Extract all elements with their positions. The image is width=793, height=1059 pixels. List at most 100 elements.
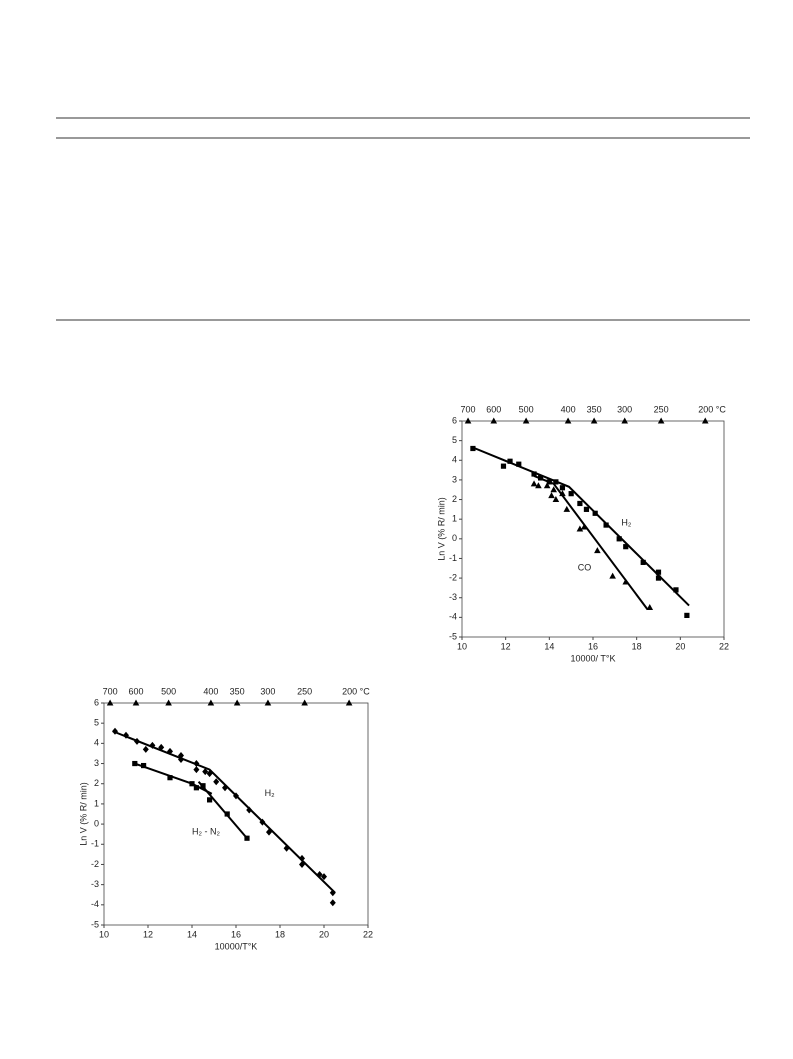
x2-tick-label: 600	[486, 404, 501, 414]
data-point	[516, 461, 522, 467]
y-tick-label: -4	[449, 612, 457, 622]
x2-tick	[564, 417, 572, 424]
x2-tick	[590, 417, 598, 424]
data-point	[535, 482, 542, 489]
data-point	[193, 766, 200, 774]
x-tick-label: 12	[143, 929, 153, 939]
data-point	[299, 860, 305, 868]
data-point	[158, 743, 165, 751]
data-point	[500, 463, 507, 469]
x2-tick-label: 350	[587, 404, 602, 414]
data-point	[470, 445, 476, 452]
y-tick-label: 6	[94, 697, 99, 707]
x2-tick-label: 400	[203, 686, 218, 696]
data-point	[594, 547, 601, 554]
x-tick-label: 16	[588, 641, 598, 651]
data-point	[213, 778, 220, 786]
x2-tick-label: 600	[128, 686, 143, 696]
x2-tick-label: 700	[461, 404, 476, 414]
data-point	[329, 899, 336, 907]
data-point	[206, 770, 213, 778]
data-point	[640, 559, 646, 565]
fit-line	[533, 475, 649, 611]
series-label: H₂ - N₂	[192, 827, 220, 837]
data-point	[592, 510, 598, 516]
data-point	[246, 806, 253, 814]
data-point	[507, 458, 513, 464]
data-point	[149, 741, 156, 749]
plot-frame	[103, 702, 369, 926]
fit-line	[134, 762, 213, 795]
fit-line	[112, 730, 336, 894]
data-point	[299, 854, 305, 862]
data-point	[622, 578, 630, 585]
x-tick-label: 10	[99, 929, 109, 939]
y-tick-label: 2	[94, 778, 99, 788]
series-label: H₂	[265, 788, 275, 798]
data-point	[673, 587, 679, 593]
data-point	[552, 496, 560, 503]
y-tick-label: 3	[452, 474, 457, 484]
x2-tick-label: 250	[654, 404, 669, 414]
x2-tick-label: 200 °C	[342, 686, 370, 696]
fit-line	[197, 781, 248, 839]
y-tick-label: 1	[94, 798, 99, 808]
y-axis-title: Ln V (% R/ min)	[436, 497, 446, 561]
x2-tick	[301, 699, 308, 706]
x2-tick	[522, 417, 530, 424]
data-point	[609, 572, 616, 579]
y-tick-label: -5	[449, 631, 457, 641]
x-tick-label: 16	[231, 929, 241, 939]
data-point	[531, 471, 537, 477]
data-point	[283, 844, 290, 852]
data-point	[142, 745, 149, 753]
y-tick-label: 0	[94, 818, 99, 828]
data-point	[123, 731, 129, 739]
x2-tick-label: 400	[561, 404, 576, 414]
y-tick-label: -3	[91, 879, 99, 889]
data-point	[266, 828, 272, 836]
data-point	[550, 486, 557, 493]
plot-frame	[461, 420, 725, 638]
x-axis-title: 10000/T°K	[215, 941, 258, 951]
x2-tick-label: 700	[103, 686, 118, 696]
fit-line	[472, 446, 690, 607]
x2-tick	[207, 699, 215, 706]
y-tick-label: -1	[91, 839, 99, 849]
y-tick-label: 5	[452, 435, 457, 445]
data-point	[655, 575, 662, 581]
y-tick-label: 2	[452, 494, 457, 504]
data-point	[559, 490, 566, 497]
y-tick-label: -1	[449, 553, 457, 563]
x2-tick-label: 250	[297, 686, 312, 696]
x2-tick-label: 350	[230, 686, 245, 696]
x2-tick-label: 300	[617, 404, 632, 414]
x2-tick-label: 200 °C	[698, 404, 726, 414]
y-tick-label: 5	[94, 718, 99, 728]
y-tick-label: -4	[91, 899, 99, 909]
x-axis-title: 10000/ T°K	[571, 653, 616, 663]
x2-tick	[345, 699, 353, 706]
data-point	[329, 889, 336, 897]
data-point	[684, 612, 690, 618]
data-point	[141, 762, 147, 769]
data-point	[244, 835, 250, 841]
data-point	[568, 491, 574, 497]
data-point	[559, 485, 566, 491]
x2-tick-label: 500	[161, 686, 176, 696]
y-tick-label: -5	[91, 919, 99, 929]
data-point	[259, 818, 266, 826]
data-point	[224, 811, 230, 817]
data-point	[167, 747, 173, 755]
x-tick-label: 18	[275, 929, 285, 939]
x2-tick	[233, 699, 241, 706]
data-point	[222, 784, 228, 792]
series-label: H₂	[621, 517, 631, 527]
x-tick-label: 12	[501, 641, 511, 651]
y-tick-label: 1	[452, 514, 457, 524]
data-point	[233, 792, 239, 800]
data-point	[583, 506, 590, 512]
x-tick-label: 14	[187, 929, 197, 939]
